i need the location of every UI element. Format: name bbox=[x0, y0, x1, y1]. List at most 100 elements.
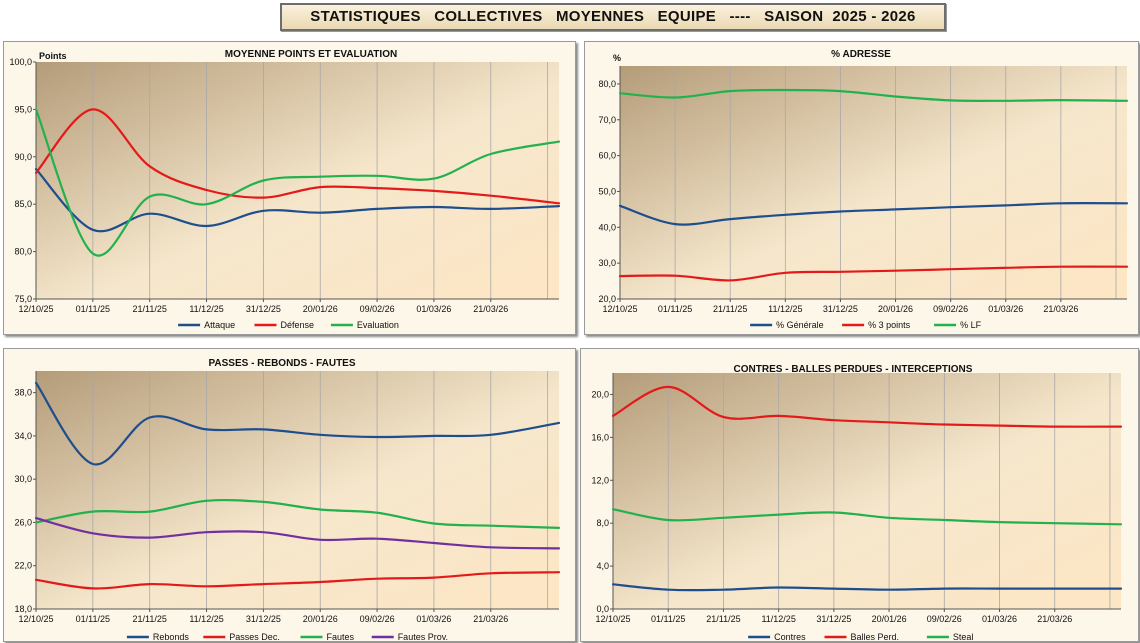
series-line bbox=[34, 517, 561, 550]
series-line bbox=[34, 498, 561, 529]
x-tick-label: 31/12/25 bbox=[823, 304, 858, 314]
legend-item: Rebonds bbox=[126, 632, 189, 642]
x-tick-label: 01/03/26 bbox=[982, 614, 1017, 624]
x-tick-label: 21/03/26 bbox=[1043, 304, 1078, 314]
plot-area bbox=[36, 62, 559, 299]
plot-area bbox=[620, 66, 1127, 299]
legend-label: % LF bbox=[960, 320, 982, 330]
x-tick-label: 12/10/25 bbox=[18, 614, 53, 624]
plot-area bbox=[613, 373, 1121, 609]
y-tick-label: 4,0 bbox=[596, 561, 609, 571]
x-tick-label: 11/12/25 bbox=[761, 614, 795, 624]
legend-label: Steal bbox=[953, 632, 974, 642]
y-axis-unit: Points bbox=[39, 51, 67, 61]
chart-title: PASSES - REBONDS - FAUTES bbox=[208, 358, 355, 369]
y-tick-label: 8,0 bbox=[596, 518, 609, 528]
legend-label: Balles Perd. bbox=[851, 632, 900, 642]
page-banner: STATISTIQUES COLLECTIVES MOYENNES EQUIPE… bbox=[280, 3, 946, 31]
legend-label: Passes Dec. bbox=[229, 632, 280, 642]
x-tick-label: 01/03/26 bbox=[988, 304, 1023, 314]
x-tick-label: 31/12/25 bbox=[246, 304, 281, 314]
x-tick-label: 01/11/25 bbox=[658, 304, 692, 314]
legend-item: Passes Dec. bbox=[203, 632, 280, 642]
x-tick-label: 09/02/26 bbox=[927, 614, 962, 624]
chart-title: % ADRESSE bbox=[831, 49, 891, 60]
y-tick-label: 30,0 bbox=[598, 258, 616, 268]
x-tick-label: 31/12/25 bbox=[816, 614, 851, 624]
x-tick-label: 09/02/26 bbox=[360, 304, 395, 314]
legend-item: % 3 points bbox=[842, 320, 911, 330]
y-tick-label: 16,0 bbox=[591, 432, 609, 442]
x-tick-label: 09/02/26 bbox=[360, 614, 395, 624]
chart-panel-contres: 0,0 4,0 8,0 12,0 16,0 20,0 12/10/25 01/11/25 21/… bbox=[580, 348, 1139, 642]
series-line bbox=[34, 381, 561, 466]
x-tick-label: 01/11/25 bbox=[76, 614, 110, 624]
y-tick-label: 50,0 bbox=[598, 186, 616, 196]
legend-label: Attaque bbox=[204, 320, 235, 330]
chart-svg: 18,0 22,0 26,0 30,0 34,0 38,0 12/10/25 01/11/25… bbox=[14, 358, 561, 642]
x-tick-label: 11/12/25 bbox=[189, 304, 223, 314]
x-tick-label: 21/11/25 bbox=[133, 614, 167, 624]
x-tick-label: 09/02/26 bbox=[933, 304, 968, 314]
y-tick-label: 100,0 bbox=[9, 57, 32, 67]
y-axis-unit: % bbox=[613, 53, 621, 63]
y-tick-label: 20,0 bbox=[598, 294, 616, 304]
x-tick-label: 21/11/25 bbox=[713, 304, 747, 314]
x-tick-label: 21/03/26 bbox=[473, 614, 508, 624]
series-line bbox=[611, 583, 1123, 592]
y-tick-label: 34,0 bbox=[14, 431, 32, 441]
chart-panel-adresse: 20,0 30,0 40,0 50,0 60,0 70,0 80,0 12/10/25 01/1… bbox=[584, 41, 1139, 335]
chart-title: CONTRES - BALLES PERDUES - INTERCEPTIONS bbox=[734, 364, 973, 375]
y-tick-label: 90,0 bbox=[14, 152, 32, 162]
y-tick-label: 26,0 bbox=[14, 517, 32, 527]
legend-item: % LF bbox=[934, 320, 982, 330]
x-tick-label: 12/10/25 bbox=[602, 304, 637, 314]
legend-item: Evaluation bbox=[330, 320, 399, 330]
series-line bbox=[34, 108, 561, 205]
legend-item: Balles Perd. bbox=[824, 632, 900, 642]
x-tick-label: 20/01/26 bbox=[303, 614, 338, 624]
x-tick-label: 21/03/26 bbox=[473, 304, 508, 314]
legend-label: Fautes Prov. bbox=[398, 632, 448, 642]
x-tick-label: 12/10/25 bbox=[595, 614, 630, 624]
legend-item: Contres bbox=[748, 632, 806, 642]
x-tick-label: 01/11/25 bbox=[651, 614, 685, 624]
series-line bbox=[34, 571, 561, 590]
chart-svg: 75,0 80,0 85,0 90,0 95,0 100,0 12/10/25 01/11/2… bbox=[9, 49, 561, 330]
legend-label: Evaluation bbox=[357, 320, 399, 330]
legend-label: Défense bbox=[281, 320, 315, 330]
legend-item: % Générale bbox=[750, 320, 824, 330]
x-tick-label: 21/03/26 bbox=[1037, 614, 1072, 624]
x-tick-label: 20/01/26 bbox=[872, 614, 907, 624]
y-tick-label: 70,0 bbox=[598, 115, 616, 125]
y-tick-label: 75,0 bbox=[14, 294, 32, 304]
x-tick-label: 01/03/26 bbox=[416, 304, 451, 314]
y-tick-label: 0,0 bbox=[596, 604, 609, 614]
chart-panel-points: 75,0 80,0 85,0 90,0 95,0 100,0 12/10/25 01/11/2… bbox=[3, 41, 576, 335]
x-tick-label: 11/12/25 bbox=[189, 614, 223, 624]
legend-item: Steal bbox=[926, 632, 974, 642]
chart-svg: 20,0 30,0 40,0 50,0 60,0 70,0 80,0 12/10/25 01/1… bbox=[598, 49, 1129, 330]
plot-area bbox=[36, 371, 559, 609]
y-tick-label: 22,0 bbox=[14, 561, 32, 571]
series-line bbox=[618, 202, 1129, 226]
x-tick-label: 31/12/25 bbox=[246, 614, 281, 624]
y-tick-label: 80,0 bbox=[14, 247, 32, 257]
series-line bbox=[34, 168, 561, 233]
y-tick-label: 30,0 bbox=[14, 474, 32, 484]
x-tick-label: 21/11/25 bbox=[133, 304, 167, 314]
series-line bbox=[611, 385, 1123, 428]
y-tick-label: 18,0 bbox=[14, 604, 32, 614]
chart-svg: 0,0 4,0 8,0 12,0 16,0 20,0 12/10/25 01/11/25 21/… bbox=[591, 364, 1123, 642]
legend-label: Contres bbox=[774, 632, 806, 642]
chart-panel-passes: 18,0 22,0 26,0 30,0 34,0 38,0 12/10/25 01/11/25… bbox=[3, 348, 576, 642]
y-tick-label: 85,0 bbox=[14, 199, 32, 209]
series-line bbox=[34, 108, 561, 257]
y-tick-label: 40,0 bbox=[598, 222, 616, 232]
y-tick-label: 38,0 bbox=[14, 388, 32, 398]
x-tick-label: 11/12/25 bbox=[768, 304, 802, 314]
series-line bbox=[618, 88, 1129, 102]
legend-label: Fautes bbox=[327, 632, 355, 642]
y-tick-label: 95,0 bbox=[14, 104, 32, 114]
x-tick-label: 12/10/25 bbox=[18, 304, 53, 314]
